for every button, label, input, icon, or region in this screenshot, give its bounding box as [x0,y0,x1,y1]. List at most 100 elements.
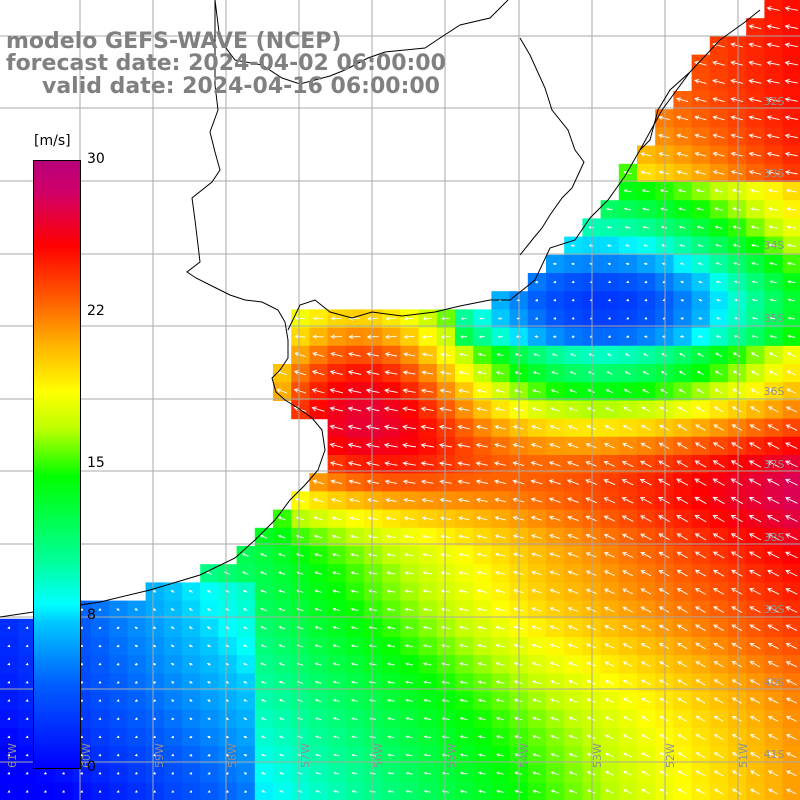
wind-arrow [312,352,325,357]
wind-arrow [171,772,174,775]
wind-arrow [295,498,305,503]
wind-arrow [457,406,470,412]
wind-arrow [423,680,432,684]
wind-arrow [420,424,434,430]
wind-arrow [749,697,761,704]
wind-arrow [530,461,543,467]
wind-arrow [749,606,761,613]
wind-arrow [659,424,669,431]
wind-arrow [404,644,414,648]
latitude-label: 40S [764,676,785,689]
wind-arrow [570,353,576,357]
wind-arrow [313,534,323,539]
wind-arrow [766,6,780,11]
wind-arrow [751,335,759,338]
wind-arrow [626,280,629,284]
wind-arrow [98,644,102,648]
wind-arrow [243,699,248,702]
wind-arrow [134,662,138,666]
wind-arrow [766,115,780,121]
wind-arrow [622,606,633,613]
wind-arrow [439,479,452,485]
wind-speed-cell [291,782,310,800]
wind-arrow [549,425,560,430]
wind-arrow [568,661,578,667]
wind-arrow [624,371,631,375]
wind-arrow [712,515,725,523]
wind-arrow [368,571,378,575]
wind-arrow [116,681,120,684]
wind-arrow [677,643,688,650]
wind-arrow [260,753,267,757]
wind-arrow [350,589,359,593]
wind-arrow [367,497,379,503]
wind-arrow [696,370,705,376]
wind-arrow [695,642,706,650]
wind-arrow [366,370,380,376]
wind-arrow [712,97,725,103]
wind-arrow [621,497,634,504]
wind-arrow [767,588,780,595]
wind-arrow [496,353,504,357]
wind-arrow [116,790,120,793]
wind-arrow [605,407,614,412]
wind-arrow [713,642,724,650]
wind-arrow [116,717,120,720]
wind-arrow [494,570,506,575]
wind-arrow [676,478,689,486]
wind-arrow [530,443,543,448]
wind-arrow [769,262,778,266]
wind-arrow [715,262,722,266]
wind-arrow [330,316,342,321]
wind-arrow [766,78,780,84]
wind-arrow [243,790,247,793]
wind-arrow [459,698,468,702]
wind-arrow [604,698,614,704]
wind-arrow [152,735,156,739]
wind-arrow [713,188,724,193]
wind-arrow [766,151,780,157]
wind-arrow [569,371,577,375]
wind-arrow [403,516,415,521]
wind-arrow [260,662,267,666]
wind-arrow [658,624,670,631]
wind-arrow [7,626,11,629]
wind-arrow [152,772,156,775]
wind-arrow [640,661,651,667]
wind-arrow [531,534,543,539]
wind-arrow [570,244,576,247]
wind-arrow [767,606,780,613]
wind-arrow [423,717,432,721]
wind-arrow [603,588,615,595]
wind-arrow [750,388,760,394]
wind-arrow [715,280,722,284]
wind-arrow [766,24,780,30]
wind-arrow [749,788,761,795]
wind-arrow [676,533,689,541]
wind-arrow [496,771,505,775]
wind-arrow [116,699,120,702]
wind-arrow [350,607,359,611]
wind-speed-cell [546,782,565,800]
wind-arrow [387,680,395,684]
wind-arrow [385,534,396,539]
longitude-label: 51W [737,743,750,768]
wind-arrow [785,588,798,595]
wind-arrow [768,370,778,376]
wind-arrow [314,553,323,557]
wind-arrow [347,406,362,412]
wind-arrow [350,626,359,630]
wind-arrow [785,442,798,450]
wind-arrow [458,388,470,393]
wind-arrow [295,534,305,539]
wind-arrow [676,588,688,595]
wind-arrow [134,626,138,630]
wind-arrow [571,280,575,284]
wind-speed-cell [673,782,693,800]
wind-arrow [644,298,648,302]
wind-arrow [695,788,706,795]
wind-arrow [749,424,761,431]
wind-arrow [766,60,780,66]
latitude-label: 37S [764,458,785,471]
wind-arrow [351,717,358,720]
